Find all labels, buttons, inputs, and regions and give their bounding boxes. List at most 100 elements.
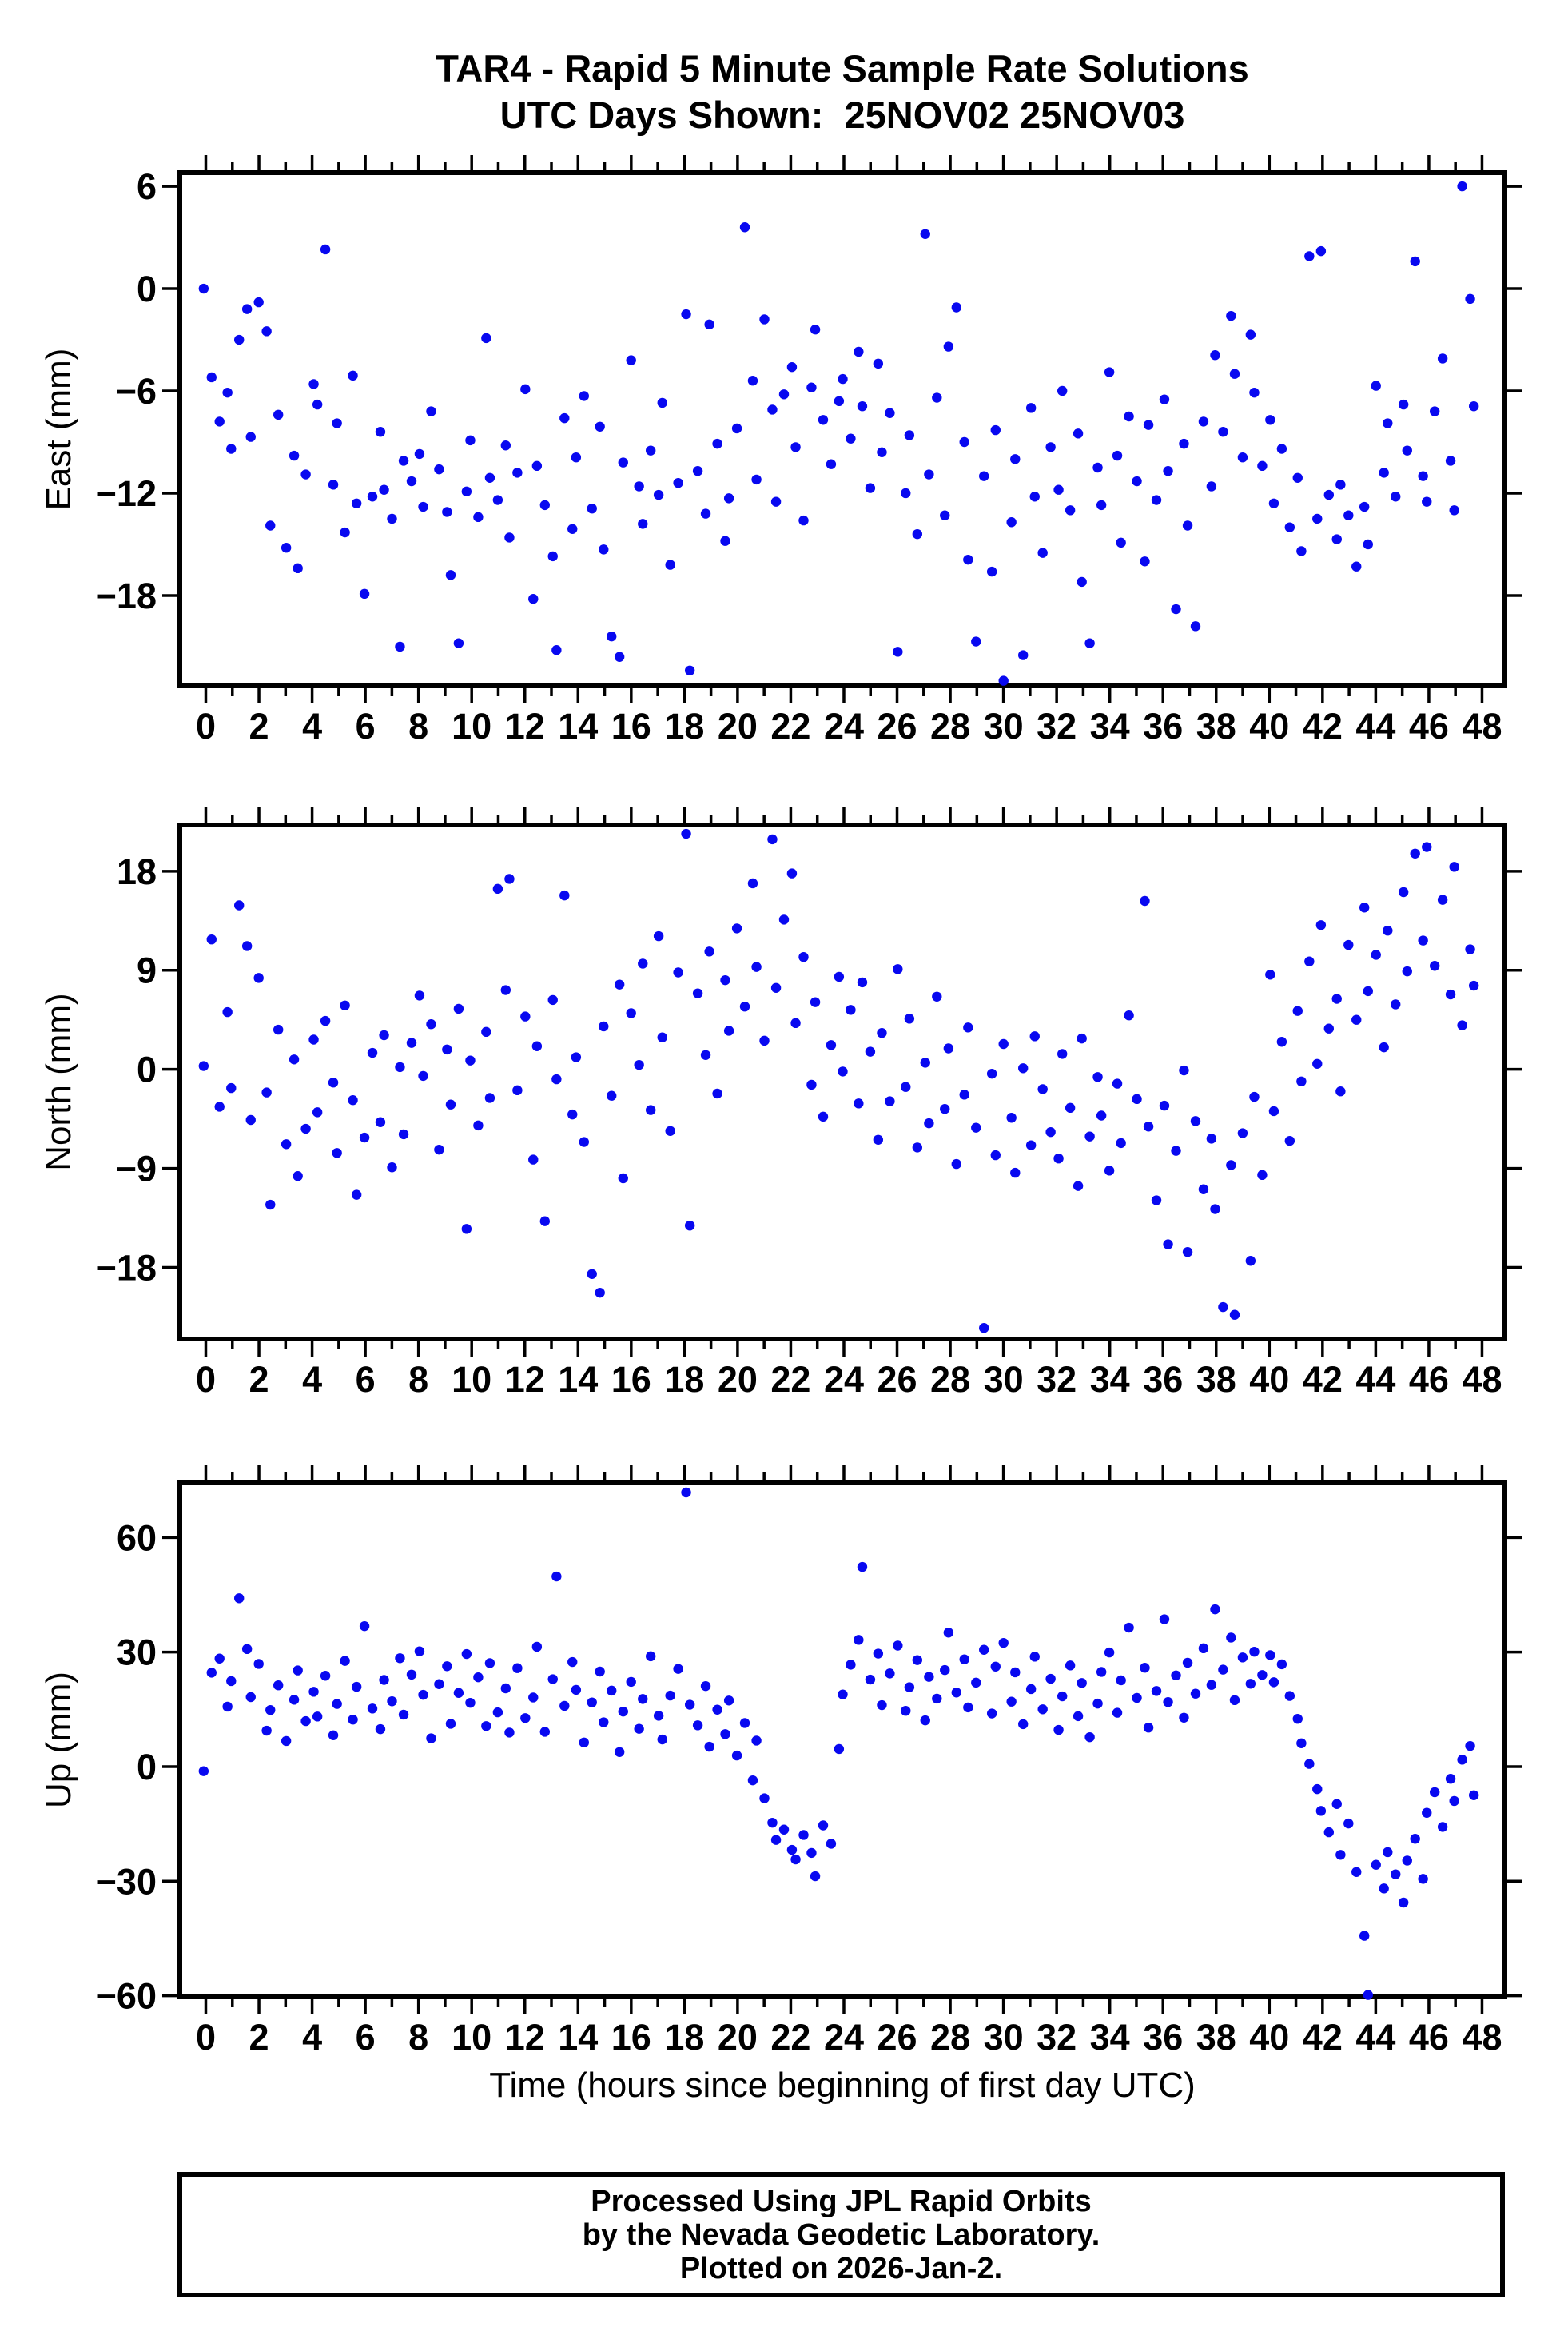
data-point: [351, 498, 362, 508]
data-point: [1116, 1675, 1126, 1686]
data-point: [599, 1021, 609, 1032]
data-point: [1331, 534, 1342, 544]
data-point: [1116, 537, 1126, 548]
data-point: [1151, 1195, 1162, 1205]
data-point: [1351, 561, 1362, 572]
data-point: [1276, 1037, 1287, 1047]
data-point: [320, 1671, 331, 1681]
data-point: [692, 466, 703, 476]
data-point: [986, 566, 997, 577]
data-point: [571, 452, 582, 463]
data-point: [681, 309, 691, 320]
data-point: [963, 554, 973, 565]
data-point: [1210, 1604, 1220, 1615]
data-point: [751, 474, 762, 485]
x-tick-label: 38: [1196, 1359, 1236, 1400]
data-point: [1124, 411, 1134, 422]
data-point: [434, 1679, 444, 1689]
data-point: [645, 1651, 656, 1662]
data-point: [1449, 1795, 1459, 1807]
data-point: [1363, 1990, 1373, 2000]
data-point: [971, 1122, 981, 1133]
data-point: [607, 1685, 617, 1696]
data-point: [445, 1099, 456, 1110]
data-point: [1418, 935, 1428, 946]
data-point: [739, 1718, 750, 1728]
data-point: [340, 1000, 350, 1011]
data-point: [959, 436, 969, 448]
data-point: [579, 1137, 589, 1147]
data-point: [387, 513, 397, 524]
data-point: [340, 1656, 350, 1666]
x-tick-label: 14: [558, 1359, 598, 1400]
data-point: [214, 1653, 225, 1664]
data-point: [1383, 925, 1393, 936]
data-point: [790, 1854, 801, 1865]
data-point: [1422, 496, 1432, 507]
data-point: [712, 1088, 722, 1099]
data-point: [1077, 1033, 1087, 1044]
data-point: [547, 1674, 558, 1684]
footer-line2: by the Nevada Geodetic Laboratory.: [582, 2217, 1100, 2252]
data-point: [1465, 1740, 1475, 1751]
data-point: [904, 1014, 915, 1024]
data-point: [1179, 1065, 1189, 1076]
data-point: [924, 1118, 934, 1129]
data-point: [398, 456, 409, 466]
data-point: [261, 326, 272, 337]
data-point: [1379, 1883, 1389, 1894]
data-point: [739, 222, 750, 233]
data-point: [1143, 420, 1154, 430]
data-point: [1437, 353, 1448, 364]
x-tick-label: 26: [877, 2017, 917, 2058]
data-point: [1037, 548, 1048, 558]
x-tick-label: 46: [1409, 706, 1449, 747]
data-point: [445, 1719, 456, 1729]
data-point: [1112, 450, 1123, 461]
data-point: [1371, 950, 1381, 960]
data-point: [234, 900, 245, 911]
data-point: [395, 1062, 405, 1073]
data-point: [1468, 1790, 1479, 1800]
data-point: [1410, 1834, 1420, 1844]
x-tick-label: 28: [930, 1359, 970, 1400]
data-point: [1190, 1116, 1201, 1126]
x-tick-label: 38: [1196, 2017, 1236, 2058]
data-point: [289, 450, 300, 461]
data-point: [222, 1006, 233, 1018]
x-tick-label: 34: [1090, 1359, 1130, 1400]
data-point: [798, 1830, 809, 1840]
data-point: [1073, 1711, 1084, 1722]
chart-title-line1: TAR4 - Rapid 5 Minute Sample Rate Soluti…: [436, 47, 1249, 90]
data-point: [786, 868, 798, 879]
data-point: [253, 973, 264, 983]
data-point: [838, 373, 848, 385]
data-point: [1391, 1869, 1401, 1879]
data-point: [398, 1709, 409, 1720]
x-tick-label: 10: [452, 2017, 491, 2058]
data-point: [595, 1666, 605, 1677]
data-point: [1445, 1774, 1456, 1784]
data-point: [375, 426, 386, 437]
data-point: [1182, 1657, 1193, 1668]
data-point: [1391, 999, 1401, 1010]
x-tick-label: 26: [877, 706, 917, 747]
data-point: [1296, 1738, 1307, 1748]
data-point: [912, 1655, 923, 1665]
data-point: [359, 1620, 370, 1632]
data-point: [893, 964, 903, 974]
data-point: [1257, 1670, 1268, 1680]
data-point: [395, 1653, 405, 1664]
data-point: [293, 1665, 303, 1676]
data-point: [1391, 492, 1401, 502]
data-point: [1331, 994, 1342, 1004]
data-point: [500, 1683, 511, 1694]
data-point: [778, 1824, 790, 1835]
data-point: [626, 1676, 636, 1688]
data-point: [786, 1844, 798, 1855]
data-point: [924, 469, 934, 480]
data-point: [618, 1706, 628, 1717]
data-point: [1276, 1659, 1287, 1670]
x-tick-label: 4: [302, 1359, 322, 1400]
x-tick-label: 48: [1462, 1359, 1502, 1400]
